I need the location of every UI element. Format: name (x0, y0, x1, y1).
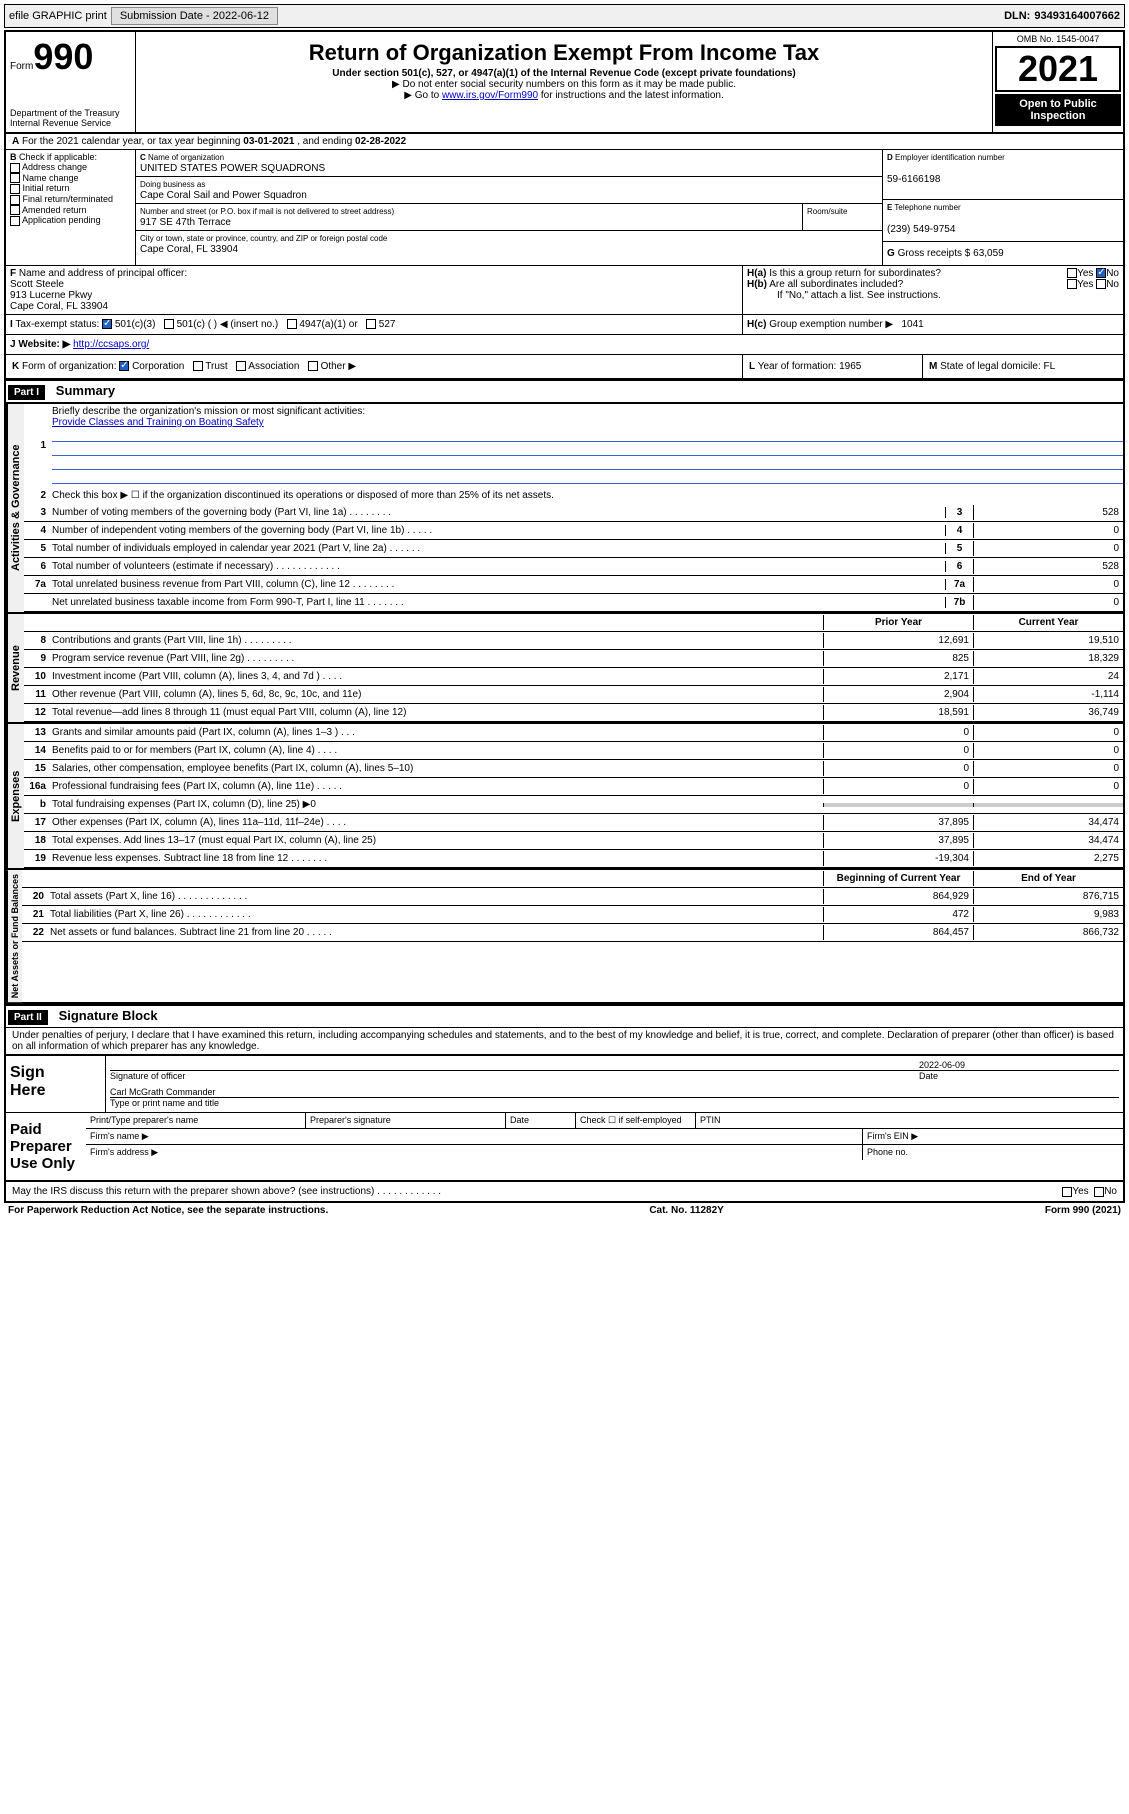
summary-line: 20 Total assets (Part X, line 16) . . . … (22, 888, 1123, 906)
efile-label: efile GRAPHIC print (9, 10, 107, 22)
summary-line: 6 Total number of volunteers (estimate i… (24, 558, 1123, 576)
mission-link[interactable]: Provide Classes and Training on Boating … (52, 417, 264, 428)
form-title: Return of Organization Exempt From Incom… (142, 40, 986, 66)
phone: (239) 549-9754 (887, 224, 955, 235)
city: Cape Coral, FL 33904 (140, 244, 238, 255)
summary-line: 11 Other revenue (Part VIII, column (A),… (24, 686, 1123, 704)
part1-header: Part I (8, 385, 45, 400)
omb-number: OMB No. 1545-0047 (995, 34, 1121, 44)
summary-line: 13 Grants and similar amounts paid (Part… (24, 724, 1123, 742)
summary-line: 21 Total liabilities (Part X, line 26) .… (22, 906, 1123, 924)
sign-here-label: Sign Here (6, 1056, 86, 1112)
form-subtitle: Under section 501(c), 527, or 4947(a)(1)… (142, 68, 986, 79)
revenue-label: Revenue (6, 614, 24, 722)
summary-line: 12 Total revenue—add lines 8 through 11 … (24, 704, 1123, 722)
ein: 59-6166198 (887, 174, 940, 185)
dln-value: 93493164007662 (1034, 10, 1120, 22)
website-link[interactable]: http://ccsaps.org/ (73, 339, 149, 350)
dln-label: DLN: (1004, 10, 1030, 22)
tax-year: 2021 (995, 46, 1121, 92)
domicile: FL (1044, 361, 1056, 372)
inspection-badge: Open to Public Inspection (995, 94, 1121, 126)
summary-line: 14 Benefits paid to or for members (Part… (24, 742, 1123, 760)
summary-line: 17 Other expenses (Part IX, column (A), … (24, 814, 1123, 832)
cat-no: Cat. No. 11282Y (649, 1205, 723, 1216)
summary-line: 22 Net assets or fund balances. Subtract… (22, 924, 1123, 942)
irs-label: Internal Revenue Service (10, 118, 131, 128)
irs-link[interactable]: www.irs.gov/Form990 (442, 90, 538, 101)
summary-line: 10 Investment income (Part VIII, column … (24, 668, 1123, 686)
officer-printed: Carl McGrath Commander (110, 1087, 1119, 1098)
sig-date: 2022-06-09 (919, 1060, 1119, 1071)
summary-line: 18 Total expenses. Add lines 13–17 (must… (24, 832, 1123, 850)
netassets-label: Net Assets or Fund Balances (6, 870, 22, 1002)
part2-header: Part II (8, 1010, 48, 1025)
summary-line: b Total fundraising expenses (Part IX, c… (24, 796, 1123, 814)
part1-title: Summary (48, 383, 115, 398)
summary-line: 4 Number of independent voting members o… (24, 522, 1123, 540)
part2-title: Signature Block (51, 1008, 158, 1023)
gross-receipts: 63,059 (973, 248, 1004, 259)
form-container: Form990 Department of the Treasury Inter… (4, 30, 1125, 1203)
dept-treasury: Department of the Treasury (10, 108, 131, 118)
summary-line: 15 Salaries, other compensation, employe… (24, 760, 1123, 778)
dba: Cape Coral Sail and Power Squadron (140, 190, 307, 201)
officer-name: Scott Steele (10, 279, 64, 290)
form-number: 990 (33, 36, 93, 77)
top-bar: efile GRAPHIC print Submission Date - 20… (4, 4, 1125, 28)
paid-preparer-label: Paid Preparer Use Only (6, 1113, 86, 1180)
may-irs-discuss: May the IRS discuss this return with the… (12, 1186, 1062, 1197)
street: 917 SE 47th Terrace (140, 217, 231, 228)
summary-line: Net unrelated business taxable income fr… (24, 594, 1123, 612)
line-a: A For the 2021 calendar year, or tax yea… (6, 134, 1123, 150)
form-word: Form (10, 61, 33, 72)
org-name: UNITED STATES POWER SQUADRONS (140, 163, 325, 174)
summary-line: 3 Number of voting members of the govern… (24, 504, 1123, 522)
section-b: B Check if applicable: Address change Na… (6, 150, 136, 265)
summary-line: 5 Total number of individuals employed i… (24, 540, 1123, 558)
summary-line: 9 Program service revenue (Part VIII, li… (24, 650, 1123, 668)
group-exemption: 1041 (901, 319, 923, 330)
paperwork-notice: For Paperwork Reduction Act Notice, see … (8, 1205, 328, 1216)
note-goto: ▶ Go to www.irs.gov/Form990 for instruct… (142, 90, 986, 101)
summary-line: 7a Total unrelated business revenue from… (24, 576, 1123, 594)
form-footer: Form 990 (2021) (1045, 1205, 1121, 1216)
year-formation: 1965 (839, 361, 861, 372)
expenses-label: Expenses (6, 724, 24, 868)
note-no-ssn: ▶ Do not enter social security numbers o… (142, 79, 986, 90)
declaration: Under penalties of perjury, I declare th… (6, 1028, 1123, 1056)
summary-line: 8 Contributions and grants (Part VIII, l… (24, 632, 1123, 650)
summary-line: 19 Revenue less expenses. Subtract line … (24, 850, 1123, 868)
governance-label: Activities & Governance (6, 404, 24, 612)
submission-date-button[interactable]: Submission Date - 2022-06-12 (111, 7, 278, 25)
summary-line: 16a Professional fundraising fees (Part … (24, 778, 1123, 796)
